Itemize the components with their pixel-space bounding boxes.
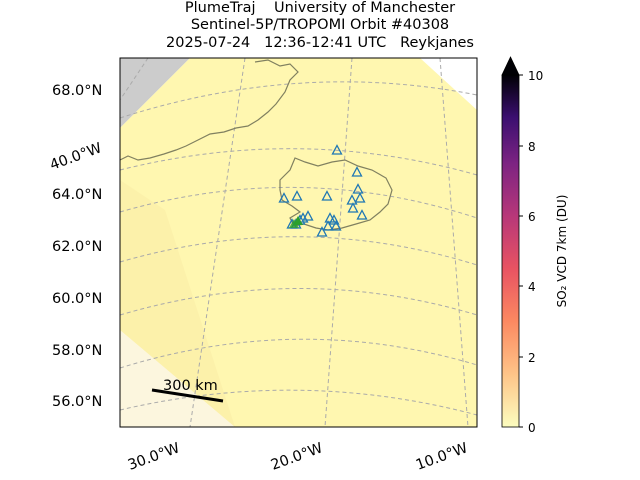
colorbar: 0 2 4 6 8 10 SO₂ VCD 7km (DU) <box>501 56 569 435</box>
title-line-3: 2025-07-24 12:36-12:41 UTC Reykjanes <box>166 35 474 51</box>
map-area: 300 km <box>120 58 477 427</box>
volcano-marker <box>331 144 343 155</box>
volcano-marker <box>278 192 290 203</box>
colorbar-tick-6: 6 <box>528 210 536 224</box>
volcano-marker <box>354 192 366 203</box>
swath-edge-noise <box>120 180 235 427</box>
colorbar-tick-10: 10 <box>528 69 543 83</box>
colorbar-tick-2: 2 <box>528 351 536 365</box>
lat-label-62: 62.0°N <box>52 239 102 255</box>
volcano-marker <box>356 209 368 220</box>
volcano-marker <box>352 183 364 194</box>
lon-label-30: 30.0°W <box>126 440 182 473</box>
scale-bar <box>151 388 224 403</box>
colorbar-label: SO₂ VCD 7km (DU) <box>555 195 569 308</box>
volcano-marker <box>316 226 328 237</box>
title-line-1: PlumeTraj University of Manchester <box>184 0 456 16</box>
volcano-marker <box>322 220 334 231</box>
lat-label-64: 64.0°N <box>52 187 102 203</box>
lat-label-56: 56.0°N <box>52 394 102 410</box>
greenland-coastline <box>120 59 299 161</box>
graticule <box>120 58 477 427</box>
volcano-marker <box>347 202 359 213</box>
lat-label-60: 60.0°N <box>52 291 102 307</box>
satellite-swath <box>120 58 477 427</box>
colorbar-tick-8: 8 <box>528 140 536 154</box>
colorbar-tick-4: 4 <box>528 280 536 294</box>
volcano-marker <box>330 220 342 231</box>
colorbar-tick-0: 0 <box>528 421 536 435</box>
title-line-2: Sentinel-5P/TROPOMI Orbit #40308 <box>190 17 450 33</box>
volcano-marker <box>321 190 333 201</box>
volcano-marker <box>328 214 340 225</box>
colorbar-extend-arrow <box>501 56 520 76</box>
volcano-marker <box>351 166 363 177</box>
scale-bar-label: 300 km <box>163 378 218 394</box>
volcano-marker <box>291 190 303 201</box>
lon-label-40: 40.0°W <box>48 140 104 173</box>
lat-label-58: 58.0°N <box>52 343 102 359</box>
lon-label-20: 20.0°W <box>269 440 325 473</box>
eruption-marker <box>289 216 303 228</box>
iceland-coastline <box>279 157 393 231</box>
lon-label-10: 10.0°W <box>414 440 470 473</box>
volcano-marker <box>302 210 314 221</box>
lat-label-68: 68.0°N <box>52 83 102 99</box>
map-frame <box>119 57 478 428</box>
